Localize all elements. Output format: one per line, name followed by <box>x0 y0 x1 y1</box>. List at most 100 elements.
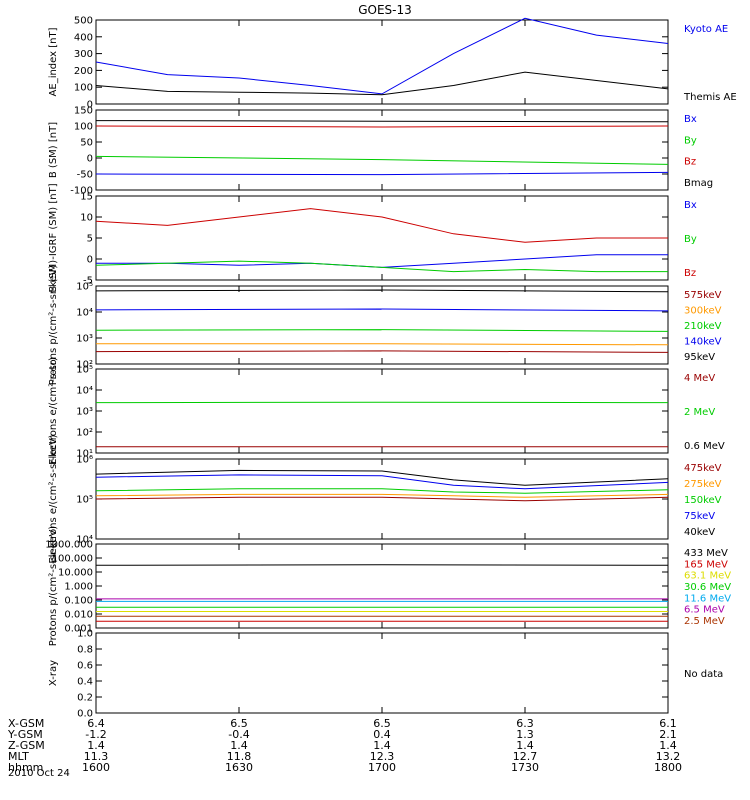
legend-entry: Bmag <box>684 178 713 189</box>
legend-entry: 63.1 MeV <box>684 571 731 582</box>
ephem-row-label: X-GSM <box>8 717 44 730</box>
legend-entry: Bz <box>684 268 696 279</box>
panel-b_sm: -100 -50 0 50 100 150 B (SM) [nT] Bx By Bz Bmag <box>48 106 713 197</box>
ylabel: B (SM)-IGRF (SM) [nT] <box>48 183 59 292</box>
ytick-label: 0 <box>87 154 93 165</box>
ylabel: X-ray <box>48 660 59 686</box>
series-line-40keV <box>95 469 669 486</box>
legend-entry: 6.5 MeV <box>684 605 725 616</box>
series-line-Bmag <box>95 120 669 123</box>
series-line-210keV <box>95 329 669 332</box>
panel-electrons_mev: 10¹ 10² 10³ 10⁴ 10⁵ Electrons e/(cm²-s-sr) 4 M… <box>48 357 725 465</box>
ephem-value: 1630 <box>225 761 253 774</box>
series-line-By <box>95 155 669 165</box>
series-line-Bx <box>96 254 668 268</box>
panel-ae: 0 100 200 300 400 500 AE_index [nT] Kyoto AE The… <box>48 16 737 111</box>
ytick-label: 300 <box>74 49 93 60</box>
ephem-row-label: MLT <box>8 750 29 763</box>
ephem-value: 6.1 <box>659 717 677 730</box>
ephem-value: 6.5 <box>230 717 248 730</box>
ytick-label: 10⁵ <box>76 495 93 506</box>
ytick-label: 10⁶ <box>76 455 93 466</box>
legend-entry: 75keV <box>684 511 715 522</box>
legend-entry: 0.6 MeV <box>684 441 725 452</box>
legend-entry: 40keV <box>684 527 715 538</box>
ephem-value: 1.4 <box>516 739 534 752</box>
panel-frame <box>95 543 669 629</box>
plot-title: GOES-13 <box>358 3 412 17</box>
legend-entry: Bz <box>684 157 696 168</box>
ytick-label: 0.010 <box>64 610 93 621</box>
ephem-value: 1.4 <box>373 739 391 752</box>
series-line-300keV <box>96 343 669 346</box>
series-line-140keV <box>95 308 669 312</box>
ephem-value: 12.7 <box>513 750 538 763</box>
ytick-label: -50 <box>77 170 93 181</box>
ephem-row-label: Y-GSM <box>7 728 43 741</box>
legend-entry: Kyoto AE <box>684 24 728 35</box>
ytick-label: 10³ <box>76 407 93 418</box>
series-line-150keV <box>95 488 669 494</box>
ephem-value: 11.8 <box>227 750 252 763</box>
ytick-label: 10³ <box>76 334 93 345</box>
series-line-575keV <box>95 350 669 353</box>
ephem-value: 12.3 <box>370 750 395 763</box>
legend-entry: 150keV <box>684 495 722 506</box>
panel-electrons_kev: 10⁴ 10⁵ 10⁶ Electrons e/(cm²-s-sr-keV) 475ke… <box>48 434 722 563</box>
no-data-note: No data <box>684 669 723 680</box>
ephem-value: 2.1 <box>659 728 677 741</box>
ylabel: Protons p/(cm²-s-sr-keV) <box>48 526 59 647</box>
ytick-label: 10⁴ <box>76 308 93 319</box>
series-line-95keV <box>95 289 669 293</box>
ephem-value: 6.5 <box>373 717 391 730</box>
ephem-row-label: hhmm <box>8 761 43 774</box>
ytick-label: 200 <box>74 66 93 77</box>
series-line-By <box>95 260 668 273</box>
legend-entry: Themis AE <box>683 92 737 103</box>
legend-entry: 11.6 MeV <box>684 593 731 604</box>
ytick-label: 10⁴ <box>76 535 93 546</box>
ephem-value: 13.2 <box>656 750 681 763</box>
ylabel: Electrons e/(cm²-s-sr-keV) <box>48 434 59 563</box>
ephem-value: 1.4 <box>659 739 677 752</box>
legend-entry: Bx <box>684 114 697 125</box>
ytick-label: 10¹ <box>76 449 93 460</box>
ylabel: AE_index [nT] <box>48 27 59 96</box>
ephem-value: -0.4 <box>228 728 249 741</box>
panel-xray: 0.0 0.2 0.4 0.6 0.8 1.0 X-ray No data <box>48 629 723 720</box>
legend-entry: 433 MeV <box>684 548 728 559</box>
legend-entry: 4 MeV <box>684 373 715 384</box>
legend-entry: Bx <box>684 200 697 211</box>
ephem-value: 1.4 <box>87 739 105 752</box>
ytick-label: 0.0 <box>77 709 93 720</box>
panel-protons_mev: 0.001 0.010 0.100 1.000 10.000 100.000 1000.00… <box>45 526 731 647</box>
ylabel: Electrons e/(cm²-s-sr) <box>48 357 59 465</box>
legend-entry: 95keV <box>684 352 715 363</box>
panel-protons_kev: 10² 10³ 10⁴ 10⁵ Protons p/(cm²-s-sr-keV) 575k… <box>48 265 722 386</box>
ytick-label: 0.8 <box>77 645 93 656</box>
ylabel: Protons p/(cm²-s-sr-keV) <box>48 265 59 386</box>
ylabel: B (SM) [nT] <box>48 122 59 178</box>
ytick-label: 100 <box>74 122 93 133</box>
ephem-value: -1.2 <box>85 728 106 741</box>
ytick-label: 10² <box>76 360 93 371</box>
ephem-value: 11.3 <box>84 750 109 763</box>
panel-b_igrf: -5 0 5 10 15 B (SM)-IGRF (SM) [nT] Bx By Bz <box>48 183 697 292</box>
ytick-label: 100 <box>74 83 93 94</box>
series-line-275keV <box>95 493 669 498</box>
legend-entry: 475keV <box>684 463 722 474</box>
series-line-475keV <box>95 496 669 502</box>
ytick-label: 15 <box>80 192 93 203</box>
legend-entry: 210keV <box>684 321 722 332</box>
ytick-label: 150 <box>74 106 93 117</box>
legend-entry: 2 MeV <box>684 407 715 418</box>
ephem-value: 1.4 <box>230 739 248 752</box>
series-line-Bx <box>95 171 669 176</box>
ytick-label: 10 <box>80 213 93 224</box>
ytick-label: 0 <box>87 255 93 266</box>
ytick-label: 1.0 <box>77 629 93 640</box>
ytick-label: 10² <box>76 428 93 439</box>
ytick-label: 10.000 <box>58 568 93 579</box>
legend-entry: 575keV <box>684 290 722 301</box>
ytick-label: 0 <box>87 100 93 111</box>
